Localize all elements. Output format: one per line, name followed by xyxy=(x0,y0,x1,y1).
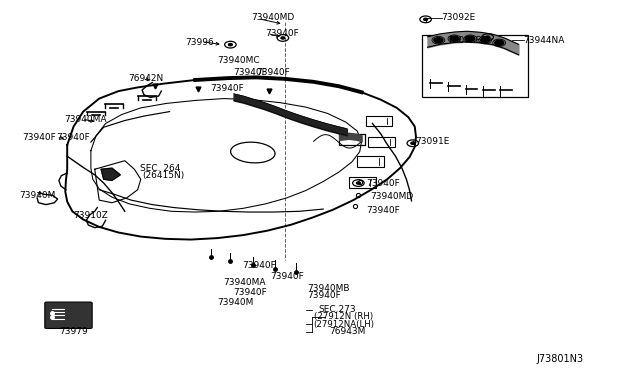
Text: J73801N3: J73801N3 xyxy=(536,354,584,364)
Text: 73940F: 73940F xyxy=(266,29,300,38)
Text: 73944NA: 73944NA xyxy=(524,36,565,45)
Text: 73940MA: 73940MA xyxy=(64,115,106,124)
Polygon shape xyxy=(101,168,120,180)
Circle shape xyxy=(228,44,232,46)
Text: 73910Z: 73910Z xyxy=(74,211,108,220)
Text: 73940F: 73940F xyxy=(210,84,244,93)
Text: 76943M: 76943M xyxy=(330,327,366,336)
Text: 73940F: 73940F xyxy=(256,68,290,77)
Text: 73940M: 73940M xyxy=(19,191,56,200)
Circle shape xyxy=(466,36,475,41)
Text: 73940F: 73940F xyxy=(22,133,56,142)
Bar xyxy=(349,177,376,188)
Circle shape xyxy=(411,142,415,144)
Text: (27912NA(LH): (27912NA(LH) xyxy=(314,320,374,329)
Text: 73940M: 73940M xyxy=(218,298,254,307)
Text: 73940MB: 73940MB xyxy=(307,284,349,293)
Text: 73940MC: 73940MC xyxy=(218,56,260,65)
Text: 73979: 73979 xyxy=(59,327,88,336)
Text: SEC. 264: SEC. 264 xyxy=(140,164,180,173)
Text: 73940F: 73940F xyxy=(366,206,400,215)
Text: 73940MD: 73940MD xyxy=(370,192,413,201)
Text: 73940F: 73940F xyxy=(56,133,90,142)
Circle shape xyxy=(495,40,504,45)
Circle shape xyxy=(356,182,360,184)
FancyBboxPatch shape xyxy=(45,302,92,328)
Text: 73940F: 73940F xyxy=(366,179,400,187)
Circle shape xyxy=(424,18,428,20)
Text: (26415N): (26415N) xyxy=(142,171,184,180)
Text: 73091E: 73091E xyxy=(415,137,449,146)
Text: 73940F: 73940F xyxy=(270,272,304,280)
Text: 73092E: 73092E xyxy=(442,13,476,22)
Circle shape xyxy=(486,36,490,38)
Circle shape xyxy=(481,38,490,43)
Text: 73940F: 73940F xyxy=(234,288,268,296)
Circle shape xyxy=(434,38,443,43)
Text: SEC.273: SEC.273 xyxy=(319,305,356,314)
Text: 73940F: 73940F xyxy=(307,291,341,300)
Text: (27912N (RH): (27912N (RH) xyxy=(314,312,372,321)
Text: 73092EA: 73092EA xyxy=(447,36,487,45)
Text: 73940MA: 73940MA xyxy=(223,278,265,287)
Text: 73940MD: 73940MD xyxy=(251,13,294,22)
Bar xyxy=(357,156,384,167)
Text: 73996: 73996 xyxy=(186,38,214,47)
Text: 73940F: 73940F xyxy=(234,68,268,77)
Text: 76942N: 76942N xyxy=(128,74,163,83)
Bar xyxy=(366,116,392,126)
Bar xyxy=(422,35,528,97)
Bar xyxy=(368,137,395,147)
Text: 73940F: 73940F xyxy=(242,262,276,270)
Circle shape xyxy=(281,37,285,39)
Circle shape xyxy=(450,36,459,41)
